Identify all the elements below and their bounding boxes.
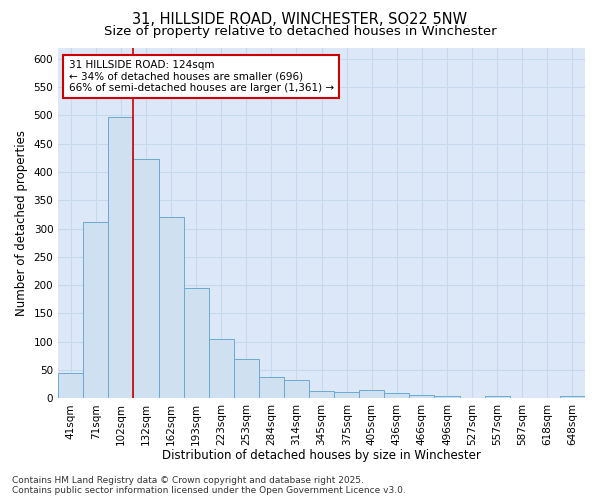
Bar	[334, 392, 359, 398]
Bar	[284, 380, 309, 398]
Bar	[309, 391, 334, 398]
Text: 31, HILLSIDE ROAD, WINCHESTER, SO22 5NW: 31, HILLSIDE ROAD, WINCHESTER, SO22 5NW	[133, 12, 467, 28]
Y-axis label: Number of detached properties: Number of detached properties	[15, 130, 28, 316]
Bar	[385, 392, 409, 398]
Bar	[560, 396, 585, 398]
Text: Contains HM Land Registry data © Crown copyright and database right 2025.
Contai: Contains HM Land Registry data © Crown c…	[12, 476, 406, 495]
Bar	[234, 358, 259, 399]
Bar	[184, 288, 209, 399]
Bar	[209, 340, 234, 398]
Bar	[485, 396, 510, 398]
Bar	[259, 378, 284, 398]
Text: 31 HILLSIDE ROAD: 124sqm
← 34% of detached houses are smaller (696)
66% of semi-: 31 HILLSIDE ROAD: 124sqm ← 34% of detach…	[69, 60, 334, 93]
Bar	[83, 222, 109, 398]
Bar	[58, 373, 83, 398]
Bar	[133, 159, 158, 398]
Bar	[109, 117, 133, 398]
X-axis label: Distribution of detached houses by size in Winchester: Distribution of detached houses by size …	[162, 450, 481, 462]
Bar	[409, 395, 434, 398]
Bar	[434, 396, 460, 398]
Bar	[158, 218, 184, 398]
Bar	[359, 390, 385, 398]
Text: Size of property relative to detached houses in Winchester: Size of property relative to detached ho…	[104, 25, 496, 38]
